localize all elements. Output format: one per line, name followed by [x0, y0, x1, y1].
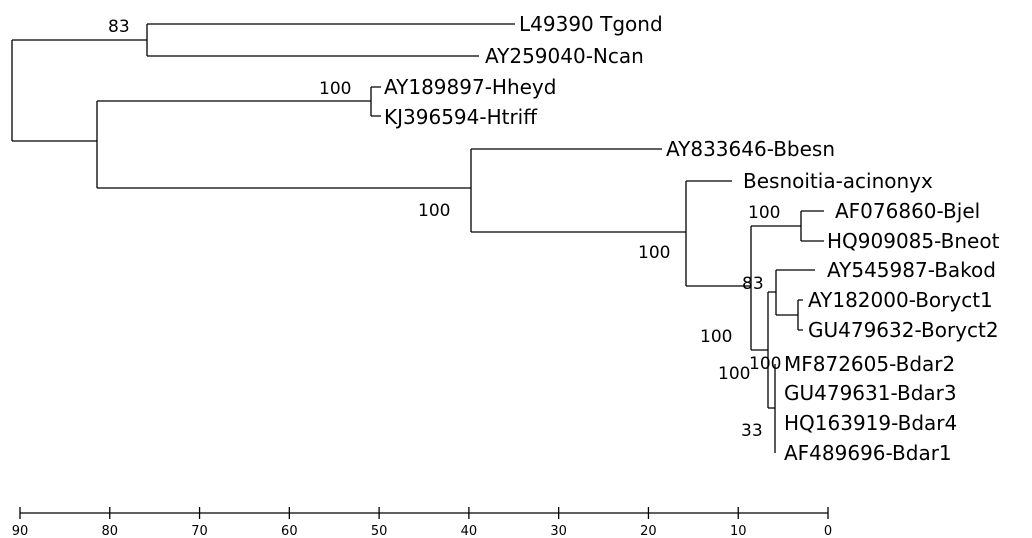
branch-besnoitia	[470, 148, 686, 233]
axis-tick-label: 90	[12, 524, 29, 538]
branch-toxoplasma-neospora	[146, 23, 515, 57]
tip-label: AF489696-Bdar1	[784, 441, 952, 465]
tip-label: AY182000-Boryct1	[808, 288, 993, 312]
support-value: 100	[638, 243, 670, 263]
tip-label: Besnoitia-acinonyx	[743, 169, 933, 193]
axis-tick-label: 10	[730, 524, 747, 538]
axis-tick-label: 70	[191, 524, 208, 538]
scale-axis: 90 80 70 60 50 40 30 20 10 0	[12, 507, 832, 538]
axis-tick-label: 30	[550, 524, 567, 538]
tip-label: HQ163919-Bdar4	[784, 411, 957, 435]
branch-main-lower	[96, 100, 471, 189]
tip-label: HQ909085-Bneot	[827, 229, 1000, 253]
support-value: 100	[749, 354, 781, 374]
tip-label: MF872605-Bdar2	[784, 352, 955, 376]
branch-bakod	[775, 269, 815, 316]
tip-label: AY259040-Ncan	[485, 44, 644, 68]
tip-label: GU479631-Bdar3	[784, 381, 957, 405]
support-value: 83	[108, 17, 130, 37]
tip-label: AY545987-Bakod	[827, 258, 996, 282]
support-value: 100	[748, 203, 780, 223]
branch-bjel-bneot	[800, 210, 824, 242]
support-value: 100	[319, 79, 351, 99]
support-value: 83	[742, 274, 764, 294]
support-value: 100	[700, 327, 732, 347]
axis-tick-label: 40	[461, 524, 478, 538]
support-value: 100	[718, 364, 750, 384]
tip-labels: L49390 Tgond AY259040-Ncan AY189897-Hhey…	[384, 12, 1000, 465]
branch-bjel-group	[750, 225, 801, 351]
axis-tick-label: 0	[824, 524, 832, 538]
axis-tick-label: 80	[102, 524, 119, 538]
tip-label: KJ396594-Htriff	[384, 105, 538, 129]
branch-hammondia	[370, 86, 381, 117]
branch-root	[11, 39, 147, 142]
support-values: 83 100 100 100 100 83 100 100 100 33	[108, 17, 781, 441]
support-value: 33	[741, 421, 763, 441]
tip-label: AY189897-Hheyd	[384, 75, 556, 99]
axis-tick-label: 60	[281, 524, 298, 538]
tip-label: GU479632-Boryct2	[808, 318, 999, 342]
axis-tick-label: 50	[371, 524, 388, 538]
branch-bakod-group	[767, 291, 776, 409]
tip-label: AF076860-Bjel	[835, 199, 980, 223]
branch-boryct	[797, 299, 803, 331]
branch-besnoitia-inner	[685, 180, 751, 287]
tip-label: AY833646-Bbesn	[666, 137, 835, 161]
tree-branches	[11, 23, 824, 453]
axis-tick-label: 20	[640, 524, 657, 538]
support-value: 100	[418, 201, 450, 221]
tip-label: L49390 Tgond	[519, 12, 663, 36]
